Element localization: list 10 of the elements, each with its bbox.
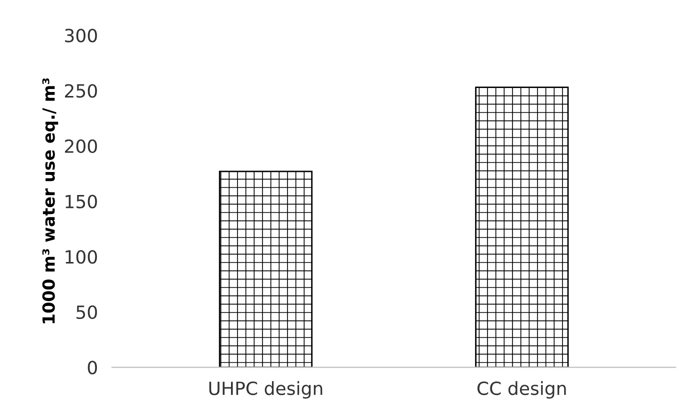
y-tick-label: 0 (88, 360, 97, 374)
y-tick-label: 150 (66, 194, 97, 208)
y-tick-label: 200 (65, 139, 97, 154)
x-tick-label: UHPC design (209, 381, 322, 399)
x-tick-label: CC design (477, 381, 566, 399)
y-tick-label: 100 (66, 250, 97, 264)
y-tick-label: 250 (65, 84, 97, 98)
y-axis-title: 1000 m³ water use eq./ m³ (42, 78, 58, 324)
y-tick-label: 300 (65, 28, 97, 42)
y-tick-label: 50 (76, 305, 97, 320)
